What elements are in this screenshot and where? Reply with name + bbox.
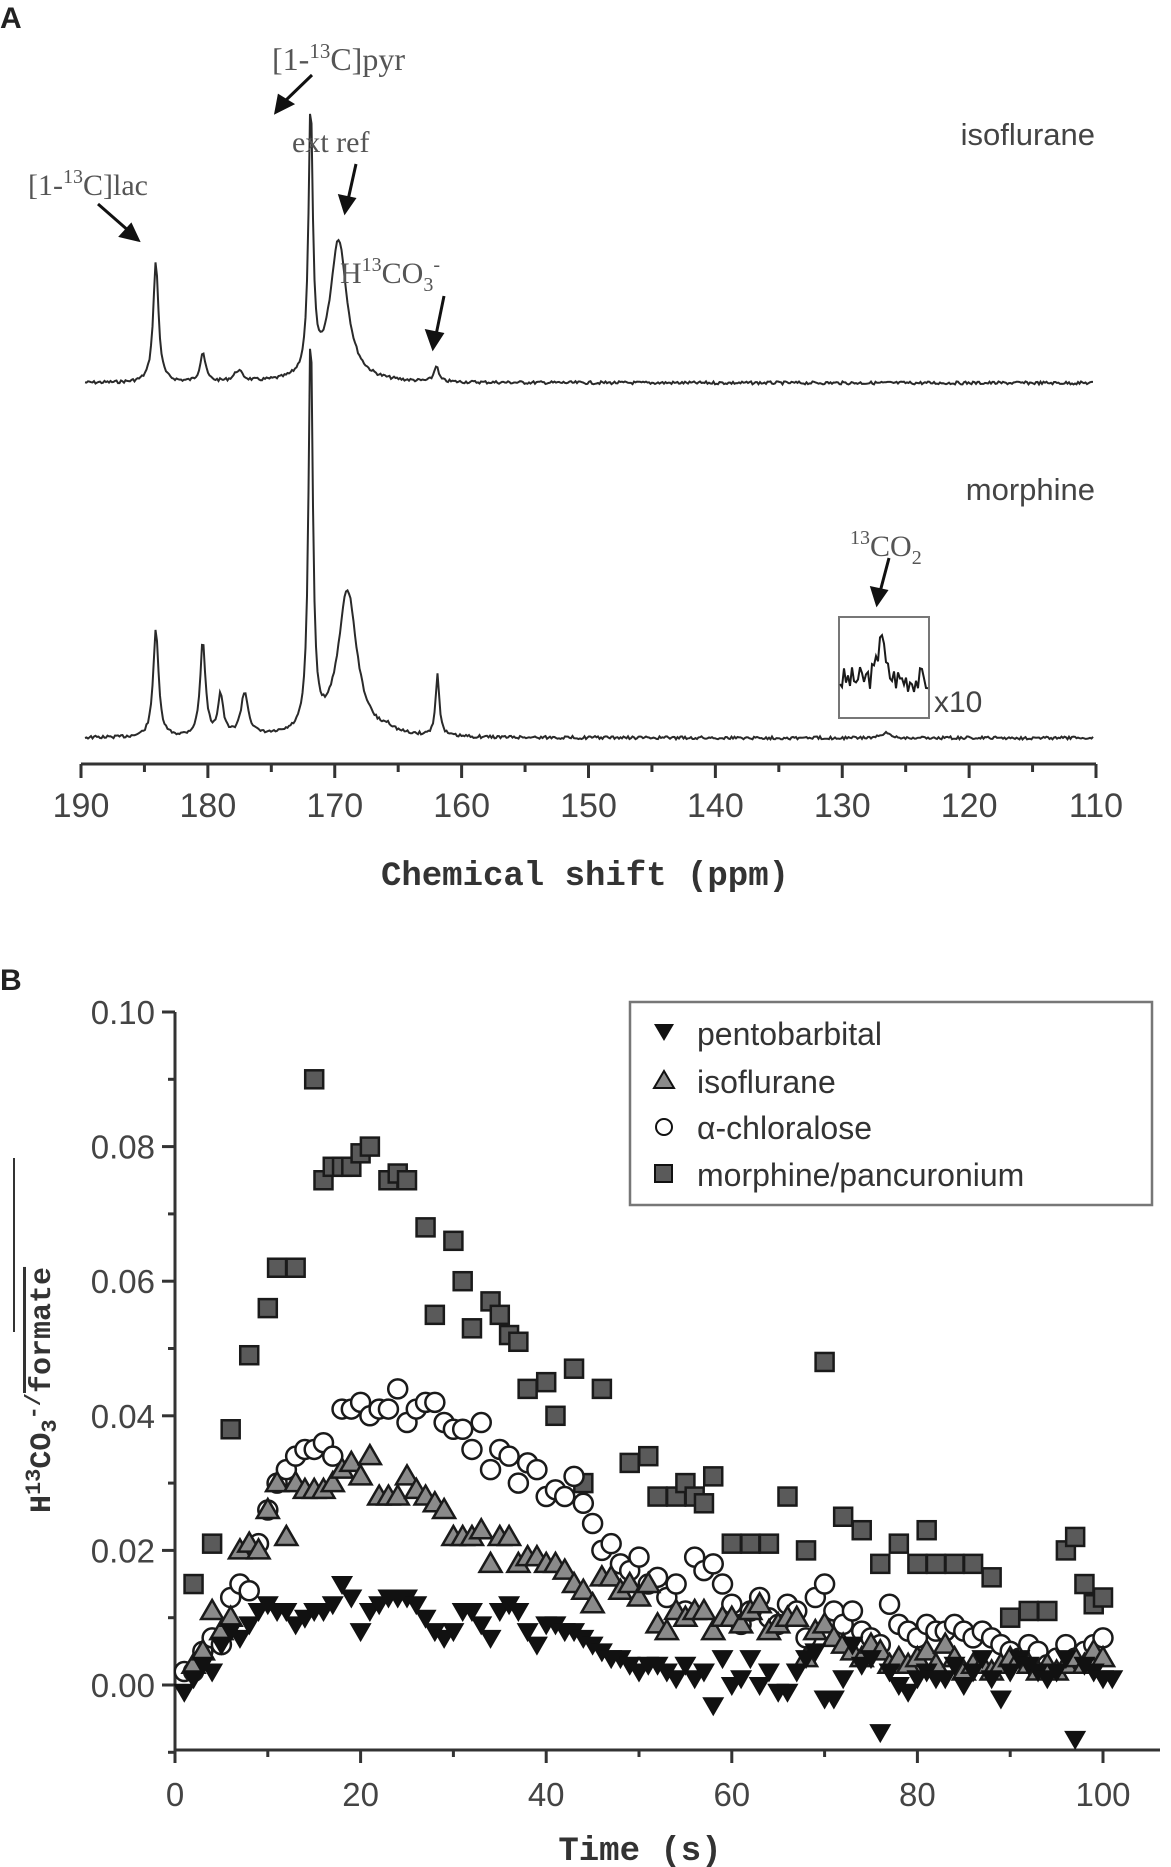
x-tick-label: 140 [687, 787, 744, 825]
y-tick-label: 0.00 [91, 1667, 155, 1704]
legend: pentobarbital isoflurane α-chloralose mo… [628, 1000, 1154, 1207]
annotation-lactate: [1-13C]lac [28, 166, 148, 202]
y-tick-label: 0.08 [91, 1129, 155, 1166]
trace-label-morphine: morphine [966, 472, 1095, 507]
svg-text:H13CO3-/formate: H13CO3-/formate [22, 1267, 63, 1513]
panel-b-label: B [0, 964, 22, 997]
x-tick-label: 40 [528, 1776, 565, 1813]
legend-label-chloralose: α-chloralose [697, 1110, 872, 1146]
y-tick-label: 0.10 [91, 994, 155, 1031]
scatter-points [173, 1069, 1124, 1750]
panel-b: B 0.00 0.02 0.04 0.06 0.08 0.10 0 20 40 60 80 100 H… [0, 964, 1160, 1867]
legend-label-isoflurane: isoflurane [697, 1064, 836, 1100]
y-tick-label: 0.04 [91, 1398, 155, 1435]
x-tick-label: 110 [1069, 787, 1123, 825]
x-axis-a-title: Chemical shift (ppm) [381, 858, 789, 896]
legend-marker-pentobarbital-icon [654, 1024, 674, 1041]
x-tick-label: 60 [713, 1776, 750, 1813]
panel-a-label: A [0, 2, 22, 35]
spectrum-morphine [84, 348, 1094, 742]
legend-marker-chloralose-icon [655, 1118, 673, 1136]
y-axis-b-title: H13CO3-/formate [13, 1158, 63, 1513]
panel-a: A x10 isoflurane morphine [1-13C]pyr [1-… [0, 2, 1123, 896]
annotation-pyruvate: [1-13C]pyr [272, 39, 405, 77]
x-tick-label: 0 [166, 1776, 184, 1813]
x-tick-label: 160 [433, 787, 490, 825]
y-tick-label: 0.02 [91, 1532, 155, 1569]
x-tick-label: 20 [342, 1776, 379, 1813]
annotation-bicarbonate: H13CO3- [340, 254, 440, 296]
annotation-ext-ref: ext ref [292, 126, 369, 159]
x-tick-label: 180 [180, 787, 237, 825]
x-tick-label: 190 [53, 787, 110, 825]
x-tick-label: 80 [899, 1776, 936, 1813]
x-tick-label: 170 [306, 787, 363, 825]
axis-b-ticks: 0.00 0.02 0.04 0.06 0.08 0.10 0 20 40 60 80 100 [91, 994, 1131, 1813]
x-tick-label: 130 [814, 787, 871, 825]
trace-label-isoflurane: isoflurane [961, 117, 1095, 152]
legend-label-pentobarbital: pentobarbital [697, 1016, 882, 1052]
spectrum-isoflurane [84, 113, 1093, 387]
x-tick-label: 120 [941, 787, 998, 825]
inset-x10: x10 [838, 616, 982, 719]
x10-label: x10 [934, 686, 982, 719]
legend-marker-isoflurane-icon [652, 1069, 676, 1089]
legend-label-morphine-pancuronium: morphine/pancuronium [697, 1157, 1024, 1193]
x-axis-a-ticks: 190 180 170 160 150 140 130 120 110 [53, 764, 1123, 825]
legend-marker-morphine-icon [654, 1164, 673, 1183]
x-axis-b-title: Time (s) [558, 1833, 721, 1867]
x-tick-label: 100 [1075, 1776, 1130, 1813]
annotation-co2: 13CO2 [850, 527, 922, 569]
x-tick-label: 150 [560, 787, 617, 825]
y-tick-label: 0.06 [91, 1263, 155, 1300]
annotation-arrows [97, 73, 891, 608]
